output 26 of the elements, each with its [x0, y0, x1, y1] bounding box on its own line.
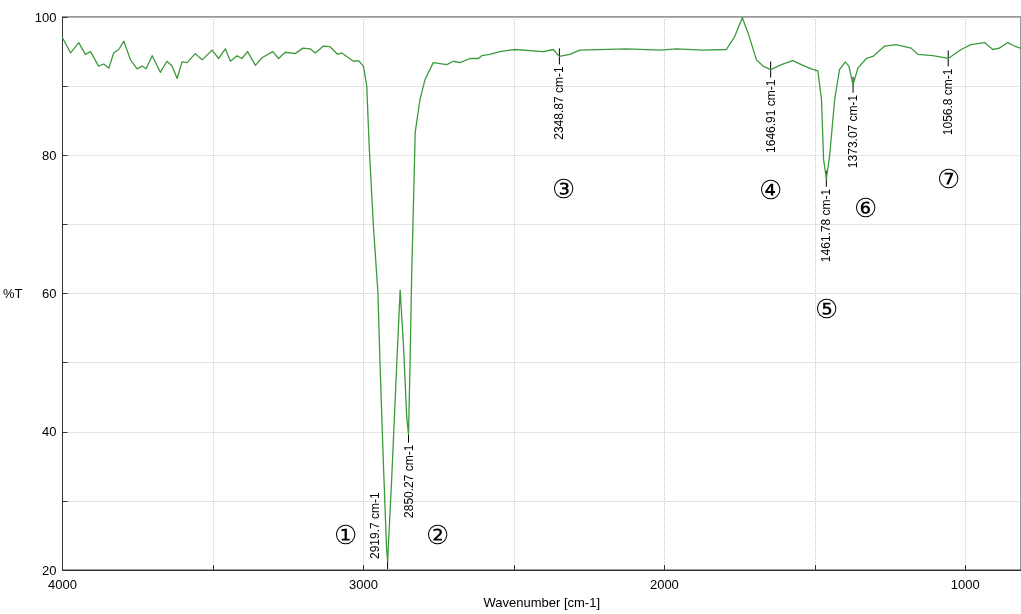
annotation: ⑦	[936, 164, 960, 195]
annotation: 1461.78 cm-1	[819, 188, 834, 263]
y-tick-label: 100	[34, 9, 57, 25]
annotation: ②	[426, 519, 449, 550]
line-series	[61, 17, 1021, 562]
x-tick-label: 4000	[48, 577, 77, 592]
annotation: ⑥	[853, 192, 877, 223]
annotation: ③	[551, 174, 575, 205]
annotation: 1373.07 cm-1	[846, 94, 861, 169]
annotation: 1646.91 cm-1	[763, 79, 778, 153]
y-tick-label: 80	[42, 147, 57, 163]
annotation: 2348.87 cm-1	[552, 66, 567, 140]
x-axis-title: Wavenumber [cm-1]	[483, 595, 601, 610]
x-tick-label: 1000	[950, 577, 980, 592]
annotation: ⑤	[814, 293, 838, 324]
annotation: ①	[334, 520, 358, 551]
annotation: 2919.7 cm-1	[367, 491, 382, 560]
x-tick-label: 3000	[348, 577, 378, 592]
x-tick-label: 2000	[649, 577, 679, 592]
annotation: ④	[759, 174, 783, 205]
annotation: 2850.27 cm-1	[401, 444, 416, 518]
y-tick-label: 60	[42, 286, 57, 301]
y-tick-label: 40	[42, 424, 57, 440]
y-tick-label: 20	[42, 562, 57, 578]
annotation: 1056.8 cm-1	[941, 68, 956, 136]
y-axis-title: %T	[3, 286, 23, 301]
